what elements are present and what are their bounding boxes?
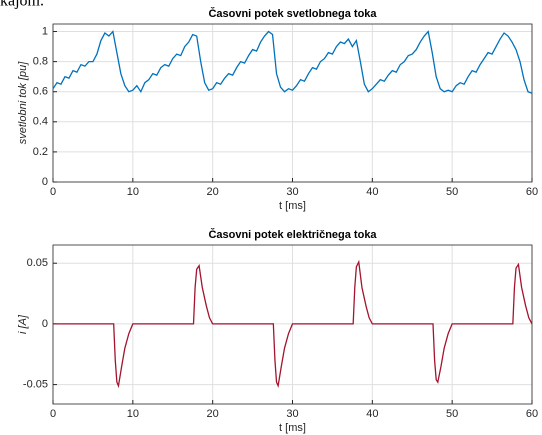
y-axis-label: i [A] xyxy=(17,314,29,334)
x-tick-label: 0 xyxy=(50,408,56,420)
x-tick-label: 40 xyxy=(366,408,378,420)
x-tick-label: 60 xyxy=(526,186,538,198)
x-axis-label: t [ms] xyxy=(279,200,306,212)
y-tick-label: -0.05 xyxy=(23,378,48,390)
x-tick-label: 10 xyxy=(127,408,139,420)
y-tick-label: 0.6 xyxy=(33,86,48,98)
x-tick-label: 30 xyxy=(286,186,298,198)
x-axis-label: t [ms] xyxy=(279,422,306,434)
x-tick-label: 60 xyxy=(526,408,538,420)
x-tick-label: 0 xyxy=(50,186,56,198)
y-tick-label: 0.4 xyxy=(33,116,48,128)
y-tick-label: 0 xyxy=(42,176,48,188)
y-axis-label: svetlobni tok [pu] xyxy=(17,61,29,144)
x-tick-label: 50 xyxy=(446,408,458,420)
data-line xyxy=(52,30,533,94)
chart-title: Časovni potek električnega toka xyxy=(208,228,377,241)
chart-title: Časovni potek svetlobnega toka xyxy=(208,7,377,20)
x-tick-label: 10 xyxy=(127,186,139,198)
data-line xyxy=(53,259,533,389)
y-tick-label: 0.05 xyxy=(27,257,48,269)
y-tick-label: 0.2 xyxy=(33,146,48,158)
axes-box xyxy=(52,23,533,183)
x-tick-label: 50 xyxy=(446,186,458,198)
header-text: kajom. xyxy=(0,0,44,10)
y-tick-label: 1 xyxy=(42,25,48,37)
y-tick-label: 0.8 xyxy=(33,56,48,68)
y-tick-label: 0 xyxy=(42,318,48,330)
x-tick-label: 20 xyxy=(207,408,219,420)
x-tick-label: 30 xyxy=(286,408,298,420)
x-tick-label: 20 xyxy=(207,186,219,198)
x-tick-label: 40 xyxy=(366,186,378,198)
